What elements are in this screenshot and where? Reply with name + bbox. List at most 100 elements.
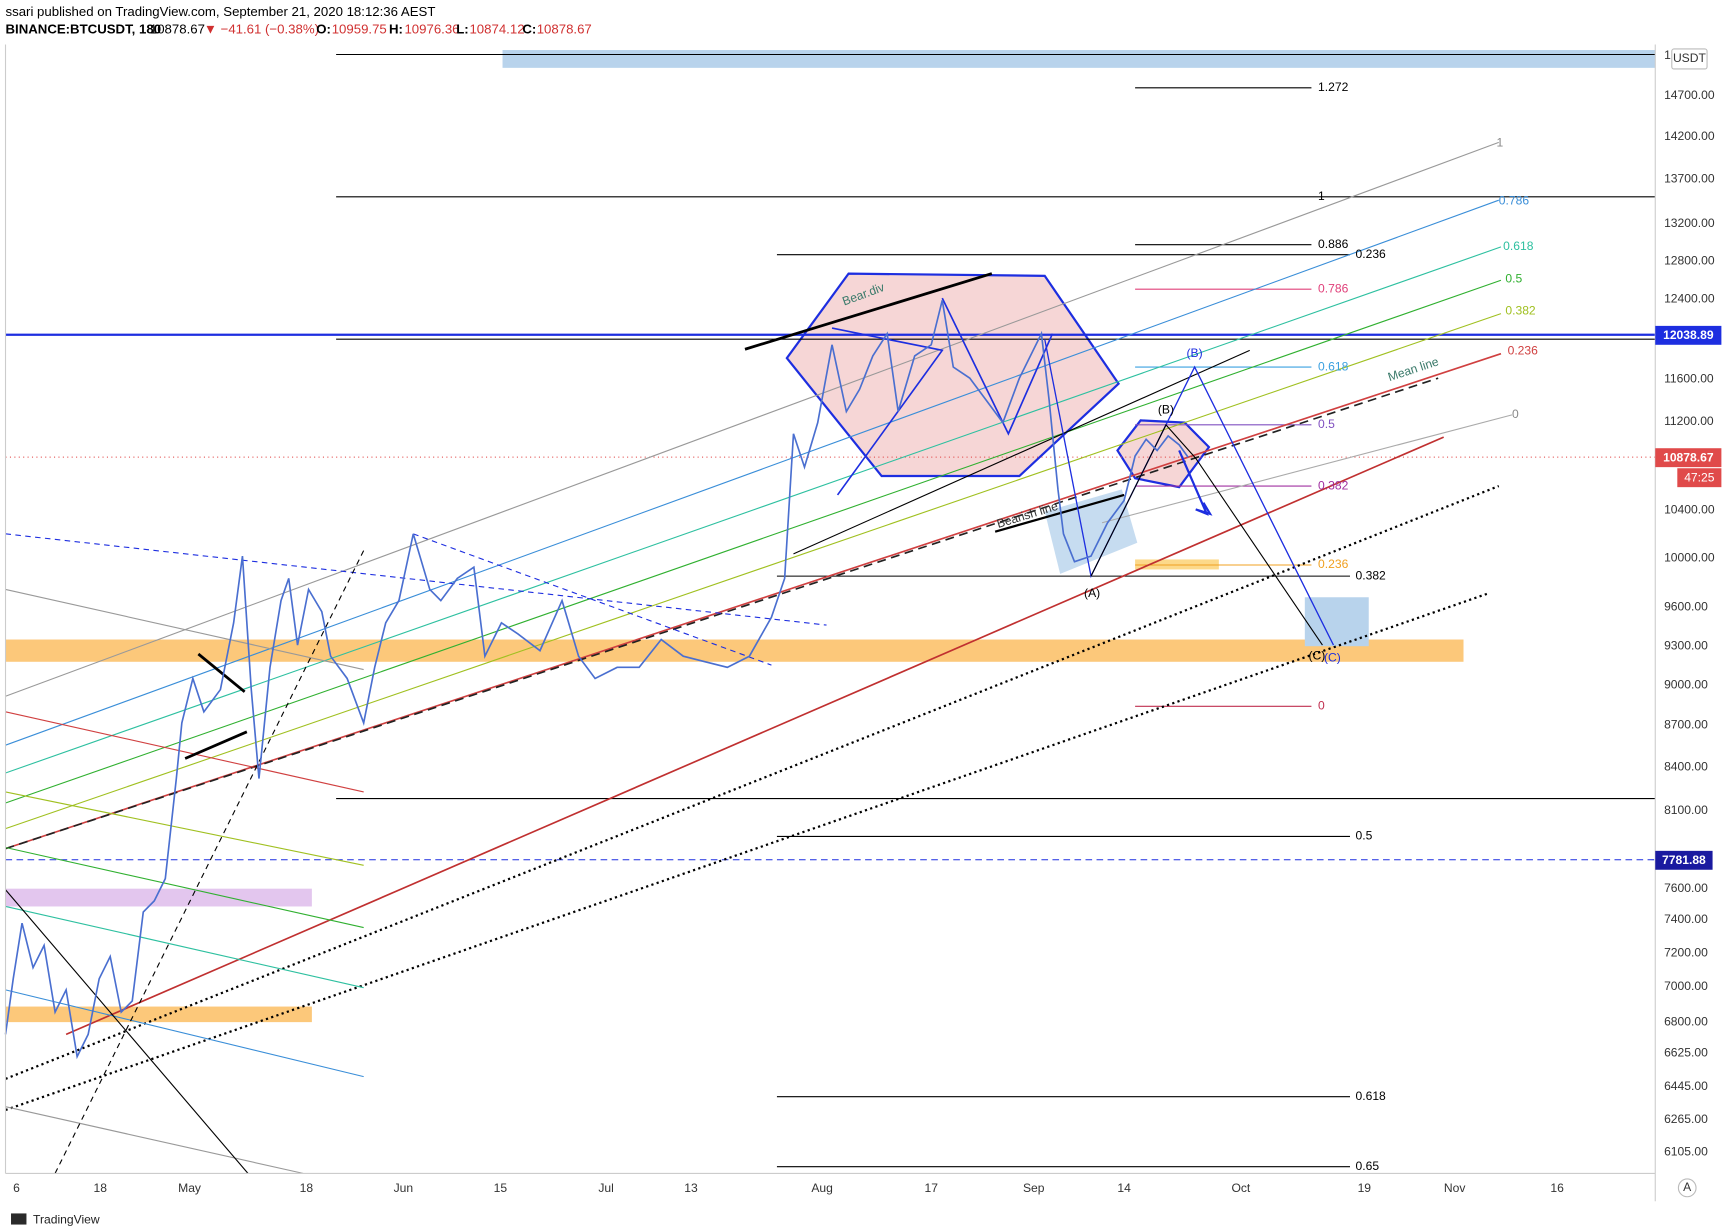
line	[5, 905, 364, 989]
o-label: O:	[316, 22, 331, 37]
drawings	[4, 50, 1656, 1174]
pitchfork	[5, 141, 1499, 697]
line	[5, 846, 364, 929]
fib-label: 0.886	[1318, 237, 1349, 251]
badge-text: 10878.67	[1663, 450, 1714, 464]
date-label: Nov	[1444, 1181, 1466, 1195]
pitchfork-label: 0	[1512, 407, 1519, 421]
pitchfork	[5, 199, 1499, 746]
price-label: 7000.00	[1664, 979, 1708, 993]
currency-button[interactable]	[1671, 48, 1708, 70]
date-label: 14	[1117, 1181, 1131, 1195]
date-label: Oct	[1231, 1181, 1250, 1195]
price-label: 11600.00	[1664, 371, 1714, 385]
pitchfork	[65, 436, 1444, 1036]
fib-label: 1.272	[1318, 80, 1349, 94]
price-label: 13700.00	[1664, 171, 1715, 185]
trendline	[5, 533, 827, 626]
annotation: Mean line	[1386, 354, 1440, 384]
high: 10976.36	[404, 22, 459, 37]
flag	[197, 652, 246, 693]
h-label: H:	[389, 22, 403, 37]
price-label: 6800.00	[1664, 1014, 1708, 1028]
badge	[1677, 468, 1722, 488]
mean-line	[5, 377, 1439, 850]
wave-label: (A)	[1084, 586, 1100, 600]
date-label: Jul	[598, 1181, 613, 1195]
badge-text: 47:25	[1684, 470, 1715, 484]
low: 10874.12	[469, 22, 524, 37]
footer: TradingView	[33, 1212, 100, 1226]
last: 10878.67	[150, 22, 205, 37]
pitchfork-label: 0.5	[1505, 271, 1522, 285]
zone	[5, 1006, 312, 1023]
bear-div	[744, 272, 993, 351]
line	[5, 989, 364, 1078]
date-label: Aug	[811, 1181, 833, 1195]
zone	[502, 50, 1656, 68]
wave-label: (B)	[1158, 403, 1174, 417]
currency[interactable]: USDT	[1673, 51, 1707, 65]
pitchfork-label: 0.236	[1508, 344, 1539, 358]
fib-label: 0.618	[1356, 1089, 1387, 1103]
date-label: 6	[13, 1181, 20, 1195]
fib-label: 0.236	[1318, 557, 1349, 571]
l-label: L:	[456, 22, 468, 37]
pitchfork	[5, 246, 1502, 774]
date-label: Sep	[1023, 1181, 1045, 1195]
fib-label: 1	[1318, 189, 1325, 203]
channel	[793, 349, 1250, 555]
price-label: 7600.00	[1664, 881, 1708, 895]
price-label: 10000.00	[1664, 551, 1715, 565]
pitchfork-label: 1	[1497, 136, 1504, 150]
fib-label: 0.382	[1356, 568, 1387, 582]
c-label: C:	[522, 22, 536, 37]
bearish-line	[994, 493, 1125, 533]
date-label: 17	[924, 1181, 938, 1195]
price-label: 6445.00	[1664, 1079, 1708, 1093]
price-label: 9300.00	[1664, 638, 1708, 652]
fib-label: 0.236	[1356, 247, 1387, 261]
price-path	[4, 300, 1189, 1060]
line	[5, 1106, 304, 1174]
line	[5, 711, 364, 793]
fib-label: 0.786	[1318, 281, 1349, 295]
price-label: 7200.00	[1664, 945, 1708, 959]
badge-text: 12038.89	[1663, 328, 1714, 342]
price-label: 8400.00	[1664, 760, 1708, 774]
price-label: 6625.00	[1664, 1045, 1708, 1059]
hexagon	[785, 272, 1121, 478]
price-label: 14200.00	[1664, 129, 1715, 143]
price-label: 6265.00	[1664, 1112, 1708, 1126]
zone	[5, 639, 1464, 662]
fib-label: 0.5	[1356, 829, 1373, 843]
line	[5, 588, 364, 671]
symbol: BINANCE:BTCUSDT, 180	[6, 22, 162, 37]
fib-label: 0.65	[1356, 1159, 1380, 1173]
pitchfork	[5, 313, 1502, 830]
line	[5, 791, 364, 866]
price-label: 12800.00	[1664, 254, 1715, 268]
pitchfork	[5, 279, 1502, 804]
price-label: 9000.00	[1664, 677, 1708, 691]
pitchfork-label: 0.382	[1505, 304, 1536, 318]
price-label: 7400.00	[1664, 912, 1708, 926]
zone	[5, 888, 312, 907]
logo	[11, 1213, 27, 1225]
auto-button[interactable]	[1677, 1178, 1697, 1198]
price-label: 12400.00	[1664, 291, 1715, 305]
price-label: 1	[1664, 48, 1671, 62]
date-label: 15	[494, 1181, 508, 1195]
publisher: ssari published on TradingView.com, Sept…	[6, 4, 436, 19]
header: ssari published on TradingView.com, Sept…	[6, 4, 592, 37]
pitchfork-label: 0.786	[1499, 193, 1530, 207]
zone	[1135, 559, 1219, 570]
fib-label: 0.382	[1318, 478, 1349, 492]
pitchfork	[1101, 414, 1513, 524]
price-label: 6105.00	[1664, 1144, 1708, 1158]
price-label: 14700.00	[1664, 88, 1715, 102]
auto-label[interactable]: A	[1683, 1180, 1692, 1194]
fib-label: 0.618	[1318, 359, 1349, 373]
fib-lines	[336, 53, 1656, 1168]
